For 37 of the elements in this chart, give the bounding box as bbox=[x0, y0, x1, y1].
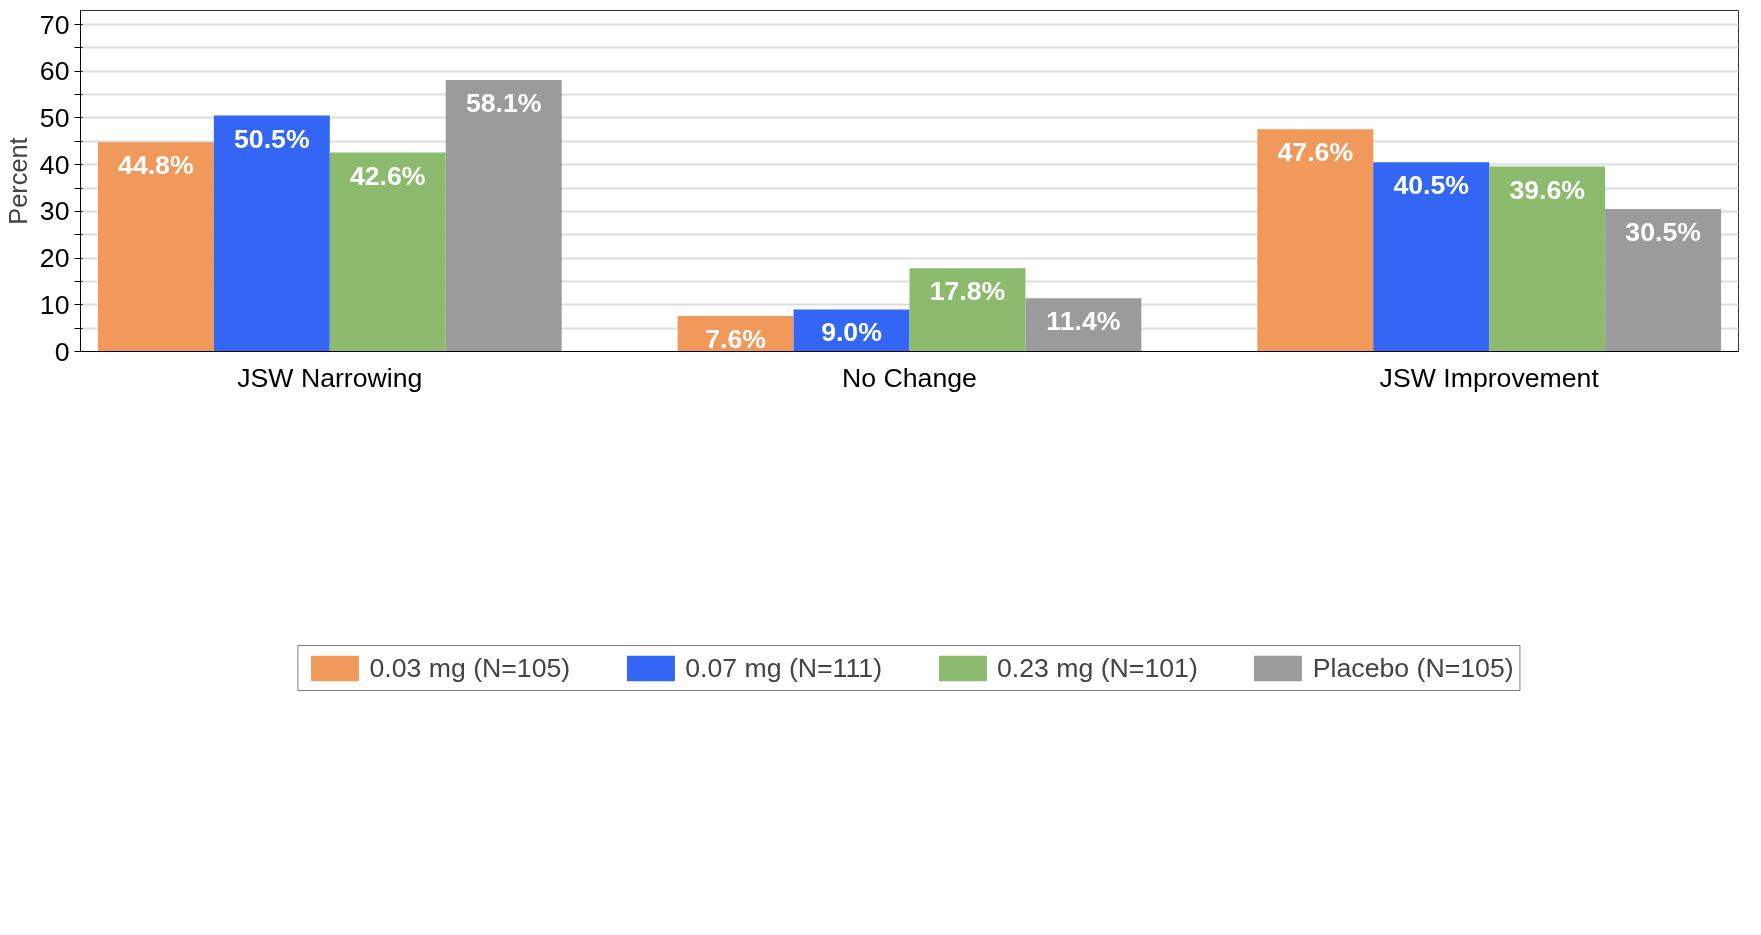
data-label: 58.1% bbox=[465, 88, 542, 119]
data-label: 39.6% bbox=[1509, 174, 1585, 205]
bar bbox=[213, 115, 330, 352]
data-label: 44.8% bbox=[118, 150, 194, 181]
bar bbox=[97, 142, 214, 352]
bar bbox=[1605, 209, 1722, 352]
legend-label: 0.07 mg (N=111) bbox=[685, 652, 883, 684]
data-label: 7.6% bbox=[705, 324, 766, 354]
data-label: 17.8% bbox=[929, 276, 1006, 307]
legend-label: 0.03 mg (N=105) bbox=[369, 652, 571, 684]
data-label: 47.6% bbox=[1277, 137, 1354, 168]
x-tick-label: No Change bbox=[842, 362, 977, 393]
data-label: 42.6% bbox=[349, 160, 426, 191]
data-label: 40.5% bbox=[1393, 170, 1470, 201]
legend-label: Placebo (N=105) bbox=[1312, 652, 1514, 684]
y-tick-label: 50 bbox=[39, 102, 70, 133]
bar bbox=[1373, 162, 1490, 352]
x-tick-label: JSW Improvement bbox=[1379, 362, 1600, 393]
y-tick-label: 10 bbox=[39, 289, 70, 320]
bar bbox=[329, 152, 446, 352]
data-label: 9.0% bbox=[821, 317, 882, 348]
y-tick-label: 40 bbox=[39, 149, 70, 180]
y-tick-label: 60 bbox=[39, 56, 70, 87]
bar bbox=[1489, 166, 1606, 352]
legend-label: 0.23 mg (N=101) bbox=[997, 652, 1198, 684]
y-tick-label: 70 bbox=[39, 9, 70, 40]
bar bbox=[909, 268, 1026, 352]
y-tick-label: 20 bbox=[39, 243, 70, 274]
y-axis-title: Percent bbox=[3, 137, 32, 225]
data-label: 11.4% bbox=[1046, 306, 1121, 337]
y-tick-label: 30 bbox=[39, 196, 70, 227]
bar bbox=[445, 80, 562, 352]
bar bbox=[1257, 129, 1374, 352]
x-tick-label: JSW Narrowing bbox=[237, 362, 423, 393]
y-tick-label: 0 bbox=[54, 336, 70, 367]
data-label: 50.5% bbox=[234, 123, 310, 154]
data-label: 30.5% bbox=[1625, 217, 1701, 248]
